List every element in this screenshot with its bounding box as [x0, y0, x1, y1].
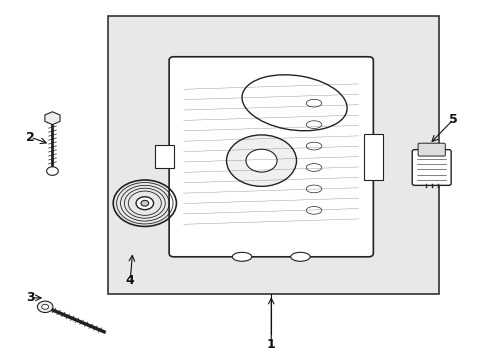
FancyBboxPatch shape — [411, 150, 450, 185]
Text: 4: 4 — [125, 274, 134, 287]
Text: 2: 2 — [26, 131, 35, 144]
Circle shape — [136, 197, 153, 210]
Text: 3: 3 — [26, 291, 35, 305]
Ellipse shape — [232, 252, 251, 261]
Ellipse shape — [242, 75, 346, 131]
Circle shape — [37, 301, 53, 312]
Text: 1: 1 — [266, 338, 275, 351]
Circle shape — [46, 167, 58, 175]
FancyBboxPatch shape — [363, 134, 382, 180]
Circle shape — [141, 201, 148, 206]
Ellipse shape — [290, 252, 309, 261]
FancyBboxPatch shape — [108, 16, 438, 294]
Circle shape — [245, 149, 277, 172]
FancyBboxPatch shape — [417, 143, 445, 156]
FancyBboxPatch shape — [154, 145, 174, 168]
Text: 5: 5 — [448, 113, 457, 126]
Circle shape — [226, 135, 296, 186]
FancyBboxPatch shape — [169, 57, 372, 257]
Circle shape — [41, 304, 48, 309]
